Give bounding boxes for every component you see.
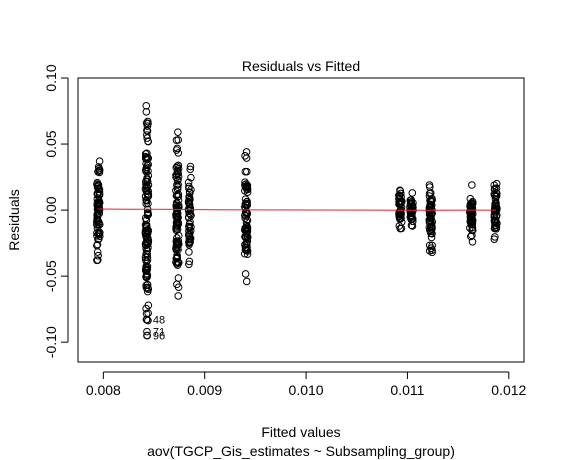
x-tick-label: 0.010 [289,382,324,398]
outlier-point [144,332,151,339]
chart-title: Residuals vs Fitted [242,58,360,74]
residual-point [175,293,182,300]
residual-point [243,278,250,285]
y-axis-label: Residuals [6,189,22,250]
residual-point [175,129,182,136]
data-points [94,102,501,338]
smoother-line [98,209,495,210]
residual-point [469,182,476,189]
y-tick-label: 0.00 [43,196,59,223]
y-tick-label: -0.05 [43,260,59,292]
x-tick-label: 0.012 [491,382,526,398]
y-tick-label: 0.05 [43,130,59,157]
chart-subtitle: aov(TGCP_Gis_estimates ~ Subsampling_gro… [147,443,455,459]
residual-point [175,275,182,282]
x-axis: 0.008 0.009 0.010 0.011 0.012 [86,372,527,398]
x-tick-label: 0.011 [390,382,424,398]
x-axis-label: Fitted values [261,424,340,440]
x-tick-label: 0.009 [187,382,222,398]
outlier-label: 96 [153,331,165,343]
residual-point [242,153,249,160]
smoother-line-group [98,209,495,210]
y-tick-label: 0.10 [43,64,59,91]
outlier-label: 48 [153,315,165,327]
residual-point [186,249,193,256]
y-tick-label: -0.10 [43,326,59,358]
x-tick-label: 0.008 [86,382,121,398]
residual-point [409,190,416,197]
y-axis: -0.10 -0.05 0.00 0.05 0.10 [43,64,68,358]
residual-point [242,271,249,278]
